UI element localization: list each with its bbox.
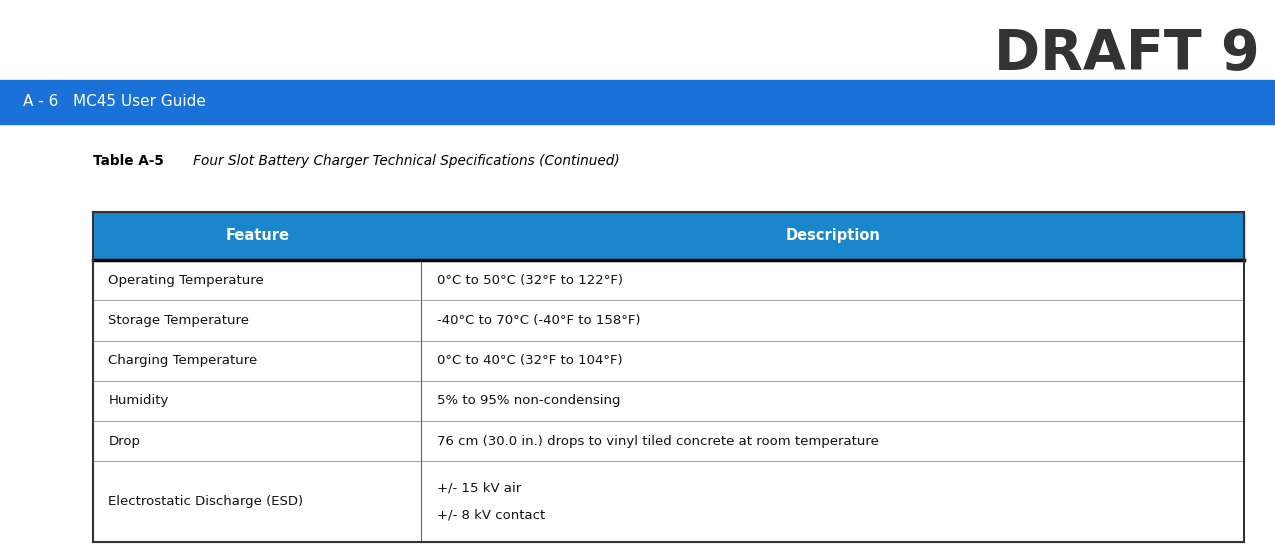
Text: +/- 8 kV contact: +/- 8 kV contact [436,508,544,521]
Bar [0,80,1275,124]
Text: Table A-5: Table A-5 [93,154,164,168]
Text: Description: Description [785,228,880,244]
Text: Four Slot Battery Charger Technical Specifications (Continued): Four Slot Battery Charger Technical Spec… [180,154,620,168]
Text: A - 6   MC45 User Guide: A - 6 MC45 User Guide [23,94,205,109]
Text: 5% to 95% non-condensing: 5% to 95% non-condensing [436,394,620,408]
Text: Drop: Drop [108,434,140,448]
Text: Storage Temperature: Storage Temperature [108,314,250,327]
Text: Feature: Feature [226,228,289,244]
Text: 0°C to 40°C (32°F to 104°F): 0°C to 40°C (32°F to 104°F) [436,354,622,367]
Text: Humidity: Humidity [108,394,168,408]
Text: Operating Temperature: Operating Temperature [108,274,264,287]
Text: 76 cm (30.0 in.) drops to vinyl tiled concrete at room temperature: 76 cm (30.0 in.) drops to vinyl tiled co… [436,434,878,448]
Text: +/- 15 kV air: +/- 15 kV air [436,482,520,495]
Text: -40°C to 70°C (-40°F to 158°F): -40°C to 70°C (-40°F to 158°F) [436,314,640,327]
Text: Electrostatic Discharge (ESD): Electrostatic Discharge (ESD) [108,495,303,508]
Text: 0°C to 50°C (32°F to 122°F): 0°C to 50°C (32°F to 122°F) [436,274,622,287]
Bar [93,212,1244,260]
Text: DRAFT 9: DRAFT 9 [994,28,1260,81]
Text: Charging Temperature: Charging Temperature [108,354,258,367]
